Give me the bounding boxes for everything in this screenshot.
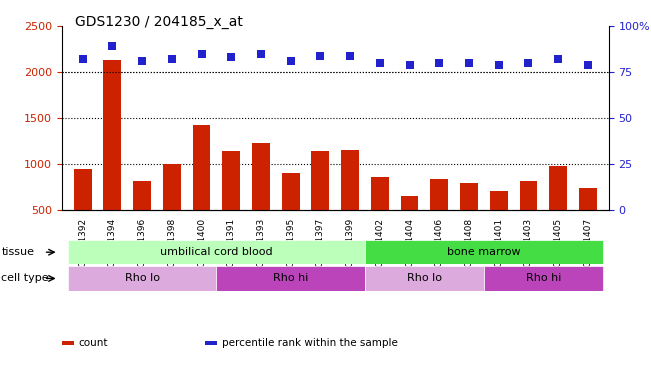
Bar — [133, 181, 151, 256]
Point — [553, 56, 563, 62]
Point — [434, 60, 445, 66]
Bar — [430, 179, 448, 256]
Bar — [400, 196, 419, 256]
Bar — [460, 183, 478, 256]
Point — [374, 60, 385, 66]
Point — [583, 62, 593, 68]
Bar — [311, 151, 329, 256]
Text: cell type: cell type — [1, 273, 49, 284]
Bar — [519, 181, 537, 256]
Bar — [104, 60, 121, 256]
Bar — [371, 177, 389, 256]
Bar — [579, 188, 597, 256]
Bar — [549, 166, 567, 256]
Text: Rho hi: Rho hi — [273, 273, 309, 284]
Bar — [341, 150, 359, 256]
Bar — [223, 151, 240, 256]
Point — [523, 60, 534, 66]
Text: Rho hi: Rho hi — [525, 273, 561, 284]
Point — [345, 53, 355, 58]
Point — [167, 56, 177, 62]
Point — [315, 53, 326, 58]
Point — [464, 60, 474, 66]
Bar — [252, 143, 270, 256]
Bar — [216, 266, 365, 291]
Text: Rho lo: Rho lo — [407, 273, 442, 284]
Bar — [365, 266, 484, 291]
Point — [197, 51, 207, 57]
Bar — [490, 191, 508, 256]
Bar — [68, 240, 365, 264]
Text: percentile rank within the sample: percentile rank within the sample — [222, 338, 398, 348]
Bar — [193, 124, 210, 256]
Bar — [68, 266, 216, 291]
Bar — [484, 266, 603, 291]
Point — [493, 62, 504, 68]
Bar — [74, 169, 92, 256]
Bar — [282, 173, 299, 256]
Text: bone marrow: bone marrow — [447, 247, 521, 257]
Point — [107, 44, 118, 50]
Text: count: count — [79, 338, 108, 348]
Point — [256, 51, 266, 57]
Text: Rho lo: Rho lo — [124, 273, 159, 284]
Bar — [62, 341, 74, 345]
Bar — [205, 341, 217, 345]
Point — [77, 56, 88, 62]
Text: umbilical cord blood: umbilical cord blood — [160, 247, 273, 257]
Bar — [163, 164, 181, 256]
Text: tissue: tissue — [1, 247, 35, 257]
Bar — [365, 240, 603, 264]
Point — [286, 58, 296, 64]
Point — [404, 62, 415, 68]
Point — [226, 54, 236, 60]
Point — [137, 58, 147, 64]
Text: GDS1230 / 204185_x_at: GDS1230 / 204185_x_at — [75, 15, 243, 29]
